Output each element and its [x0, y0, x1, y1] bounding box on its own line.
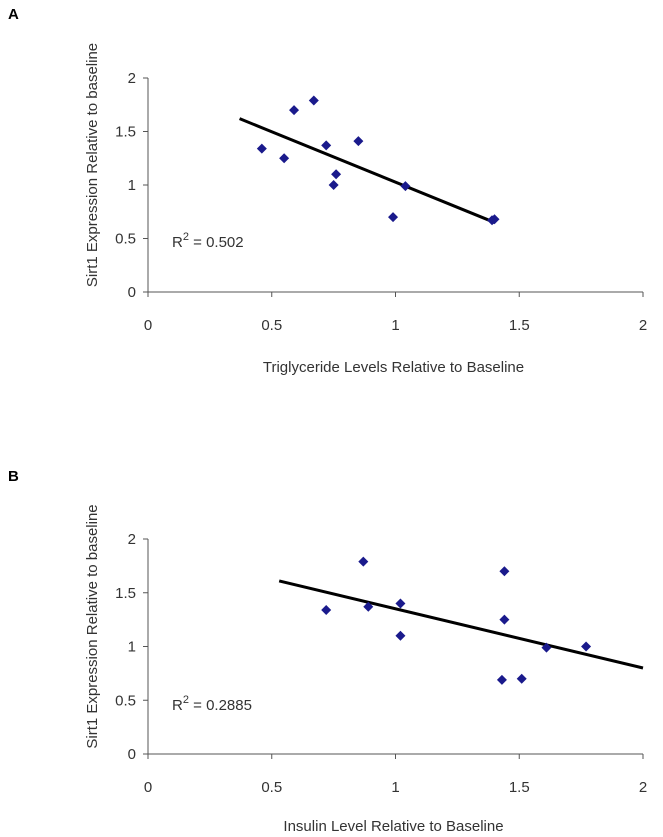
- data-point: [289, 105, 300, 116]
- data-point: [489, 214, 500, 225]
- data-point: [395, 630, 406, 641]
- data-point: [321, 140, 332, 151]
- x-tick-label: 2: [639, 779, 647, 796]
- data-point: [331, 169, 342, 180]
- data-point: [328, 180, 339, 190]
- data-point: [400, 181, 411, 192]
- panel-letter-a: A: [8, 6, 19, 23]
- data-point: [516, 673, 527, 684]
- y-tick-label: 1: [128, 639, 136, 656]
- trend-line: [239, 117, 496, 224]
- y-tick-label: 0.5: [115, 231, 136, 248]
- data-point: [308, 95, 319, 106]
- chart-a: 0 0.5 1 1.5 2 0 0.5 1 1.5 2 Triglyceride Levels Re…: [84, 43, 647, 376]
- y-tick-label: 1: [128, 177, 136, 194]
- data-point: [353, 136, 364, 147]
- x-tick-label: 0.5: [261, 779, 282, 796]
- x-axis-label: Triglyceride Levels Relative to Baseline: [263, 359, 524, 376]
- x-tick-label: 0: [144, 317, 152, 334]
- x-tick-label: 1.5: [509, 317, 530, 334]
- data-point: [363, 601, 374, 612]
- y-axis-label: Sirt1 Expression Relative to baseline: [84, 504, 101, 748]
- x-tick-label: 2: [639, 317, 647, 334]
- data-point: [395, 598, 406, 609]
- r-squared-annotation: R2 = 0.502: [172, 231, 244, 251]
- data-point: [499, 566, 510, 577]
- y-tick-label: 0.5: [115, 692, 136, 709]
- r-squared-annotation: R2 = 0.2885: [172, 694, 252, 714]
- data-point: [388, 212, 399, 223]
- y-tick-label: 2: [128, 70, 136, 87]
- trend-line: [278, 579, 644, 670]
- panel-letter-b: B: [8, 468, 19, 485]
- data-point: [496, 674, 507, 685]
- data-point: [499, 614, 510, 625]
- x-tick-label: 0: [144, 779, 152, 796]
- y-tick-label: 1.5: [115, 585, 136, 602]
- data-point: [321, 604, 332, 615]
- x-axis-label: Insulin Level Relative to Baseline: [283, 818, 503, 835]
- x-tick-label: 1.5: [509, 779, 530, 796]
- x-tick-label: 1: [391, 317, 399, 334]
- y-tick-label: 0: [128, 284, 136, 301]
- x-tick-label: 1: [391, 779, 399, 796]
- data-point: [581, 641, 592, 652]
- data-point: [541, 642, 552, 653]
- chart-b: 0 0.5 1 1.5 2 0 0.5 1 1.5 2 Insulin Level Relative…: [84, 504, 647, 835]
- y-tick-label: 0: [128, 746, 136, 763]
- y-axis-label: Sirt1 Expression Relative to baseline: [84, 43, 101, 287]
- data-point: [358, 556, 369, 567]
- y-tick-label: 2: [128, 531, 136, 548]
- data-point: [279, 153, 290, 164]
- y-tick-label: 1.5: [115, 124, 136, 141]
- data-point: [256, 143, 267, 154]
- x-tick-label: 0.5: [261, 317, 282, 334]
